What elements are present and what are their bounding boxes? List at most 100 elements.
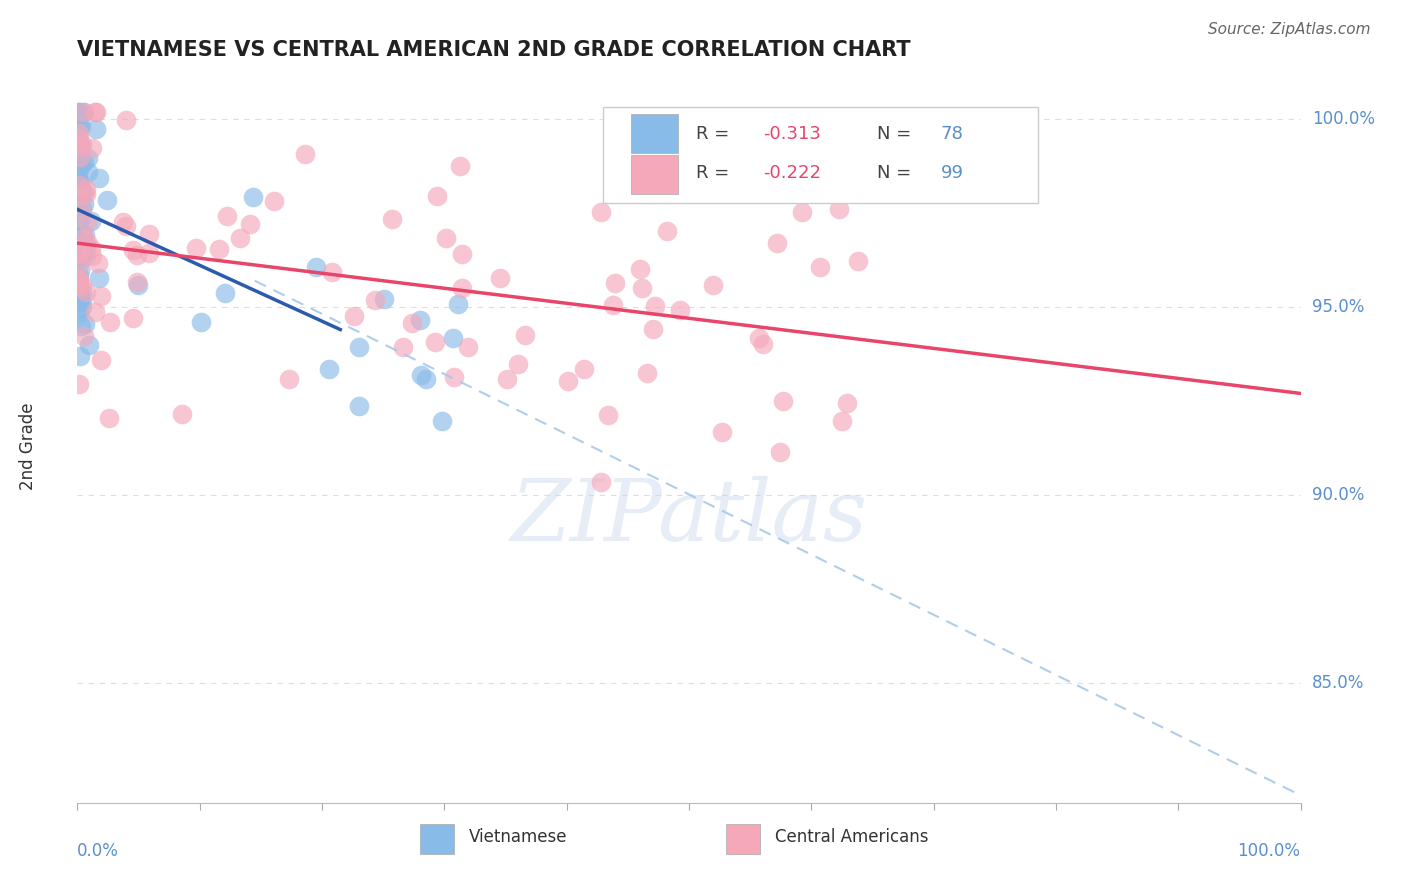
- Point: [70, 301, 93, 315]
- Point: [752, 337, 775, 351]
- Point: [77, 165, 100, 179]
- Point: [239, 217, 262, 231]
- Point: [96, 193, 118, 207]
- Point: [70, 279, 93, 293]
- Point: [73, 329, 96, 343]
- Point: [67, 246, 90, 260]
- Point: [98, 314, 121, 328]
- Point: [76, 187, 98, 202]
- Point: [170, 407, 193, 421]
- Point: [364, 293, 387, 308]
- Point: [451, 280, 474, 294]
- Point: [215, 209, 238, 223]
- Point: [488, 270, 510, 285]
- Point: [67, 104, 90, 119]
- Point: [766, 235, 789, 250]
- FancyBboxPatch shape: [420, 824, 454, 855]
- Point: [70, 285, 93, 299]
- Point: [70, 318, 93, 333]
- Point: [792, 205, 814, 219]
- Point: [305, 260, 328, 274]
- Text: ZIPatlas: ZIPatlas: [510, 476, 868, 558]
- Point: [82, 249, 104, 263]
- Point: [572, 362, 595, 376]
- Point: [434, 231, 457, 245]
- Point: [67, 158, 90, 172]
- Point: [596, 408, 619, 422]
- Point: [441, 331, 464, 345]
- Point: [711, 425, 734, 439]
- Point: [70, 293, 93, 308]
- Point: [70, 203, 93, 218]
- Point: [84, 104, 107, 119]
- Point: [831, 414, 853, 428]
- Point: [84, 104, 107, 119]
- Point: [67, 273, 90, 287]
- Point: [67, 249, 90, 263]
- Point: [67, 108, 90, 122]
- Point: [557, 374, 579, 388]
- Point: [69, 185, 91, 199]
- Point: [69, 211, 91, 226]
- Text: 95.0%: 95.0%: [1312, 298, 1364, 316]
- Text: N =: N =: [877, 125, 917, 143]
- Point: [769, 445, 792, 459]
- Point: [515, 328, 537, 343]
- Point: [69, 288, 91, 302]
- Point: [69, 263, 91, 277]
- Point: [67, 160, 90, 174]
- Point: [401, 316, 423, 330]
- FancyBboxPatch shape: [631, 114, 678, 153]
- Point: [591, 475, 613, 489]
- Point: [67, 132, 90, 146]
- Point: [643, 322, 665, 336]
- Point: [69, 148, 91, 162]
- Text: 100.0%: 100.0%: [1237, 842, 1301, 860]
- Point: [67, 306, 90, 320]
- Point: [80, 141, 103, 155]
- Point: [127, 248, 149, 262]
- FancyBboxPatch shape: [603, 107, 1038, 203]
- Point: [67, 178, 90, 192]
- Point: [76, 216, 98, 230]
- Point: [72, 104, 94, 119]
- Point: [67, 173, 90, 187]
- Point: [69, 293, 91, 307]
- Point: [655, 224, 678, 238]
- Point: [214, 286, 236, 301]
- Point: [70, 228, 93, 243]
- Point: [84, 305, 107, 319]
- Point: [67, 203, 90, 218]
- Point: [229, 231, 252, 245]
- Text: 0.0%: 0.0%: [77, 842, 120, 860]
- FancyBboxPatch shape: [631, 155, 678, 194]
- Point: [89, 171, 111, 186]
- Point: [506, 357, 529, 371]
- Point: [127, 277, 149, 292]
- Point: [430, 414, 453, 428]
- Point: [605, 277, 627, 291]
- Point: [190, 315, 212, 329]
- Point: [67, 278, 90, 293]
- Point: [75, 237, 97, 252]
- Point: [69, 157, 91, 171]
- Point: [67, 138, 90, 153]
- Point: [75, 227, 97, 242]
- Point: [75, 247, 97, 261]
- Point: [138, 246, 160, 260]
- Point: [67, 377, 90, 392]
- Point: [449, 159, 471, 173]
- Point: [72, 155, 94, 169]
- Point: [122, 243, 145, 257]
- Point: [67, 175, 90, 189]
- Point: [97, 411, 120, 425]
- Point: [846, 254, 869, 268]
- Point: [631, 281, 654, 295]
- Point: [87, 255, 110, 269]
- Point: [242, 189, 264, 203]
- Point: [70, 119, 93, 133]
- Point: [457, 340, 479, 354]
- Point: [321, 265, 343, 279]
- Text: 85.0%: 85.0%: [1312, 673, 1364, 691]
- Point: [138, 227, 160, 241]
